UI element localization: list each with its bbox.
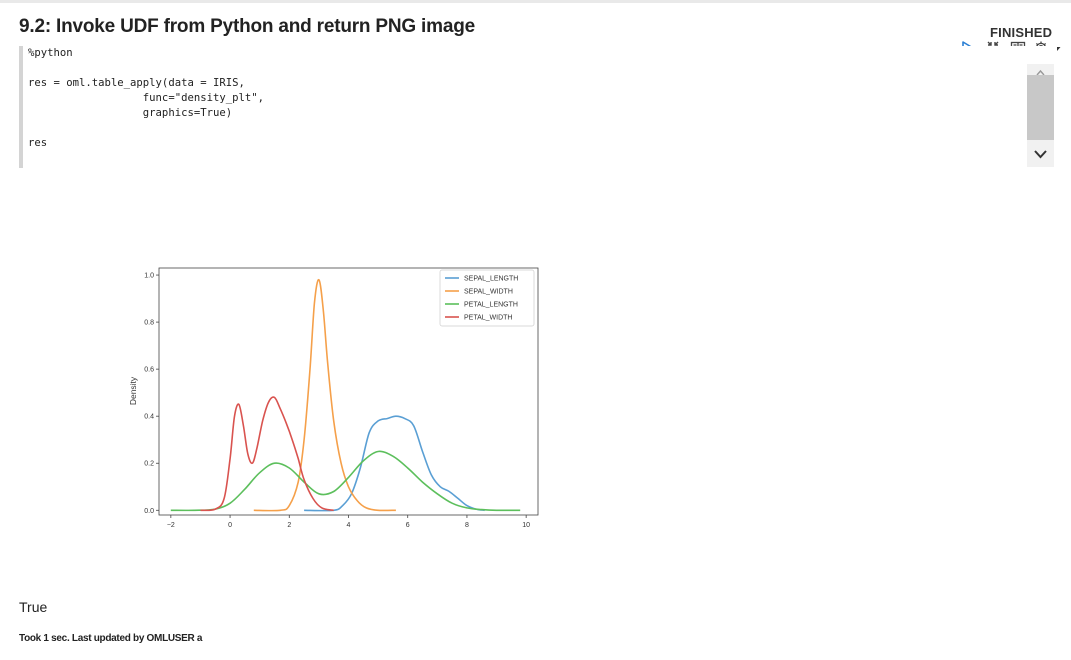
- editor-scrollbar[interactable]: [1027, 64, 1054, 167]
- code-editor[interactable]: %python res = oml.table_apply(data = IRIS…: [19, 46, 1057, 168]
- y-tick-label: 0.2: [144, 461, 154, 468]
- code-content[interactable]: %python res = oml.table_apply(data = IRIS…: [23, 46, 1057, 151]
- legend-label: PETAL_LENGTH: [464, 302, 518, 309]
- code-line: [28, 61, 1057, 76]
- code-line: res = oml.table_apply(data = IRIS,: [28, 77, 245, 89]
- x-tick-label: 2: [287, 522, 291, 529]
- paragraph-title[interactable]: 9.2: Invoke UDF from Python and return P…: [19, 16, 475, 37]
- y-tick-label: 0.4: [144, 414, 154, 421]
- legend-label: PETAL_WIDTH: [464, 315, 513, 322]
- y-tick-label: 1.0: [144, 273, 154, 280]
- x-tick-label: 8: [465, 522, 469, 529]
- code-line: func="density_plt",: [28, 92, 264, 104]
- series-line-petal-width: [200, 396, 334, 512]
- chart-legend: SEPAL_LENGTH SEPAL_WIDTH PETAL_LENGTH PETAL…: [439, 269, 535, 327]
- y-tick-label: 0.0: [144, 508, 154, 515]
- series-line-sepal-length: [304, 415, 485, 512]
- x-tick-label: 4: [347, 522, 351, 529]
- y-tick-label: 0.6: [144, 367, 154, 374]
- scroll-thumb[interactable]: [1027, 75, 1054, 140]
- paragraph-top-border: [0, 0, 1071, 3]
- paragraph-status: FINISHED: [990, 25, 1053, 40]
- x-tick-label: 0: [228, 522, 232, 529]
- code-line: [28, 121, 1057, 136]
- execution-footer: Took 1 sec. Last updated by OMLUSER a: [19, 633, 203, 644]
- scroll-up-icon[interactable]: [1027, 64, 1054, 76]
- legend-label: SEPAL_WIDTH: [464, 289, 513, 296]
- y-axis-label: Density: [128, 376, 138, 405]
- density-plot: −2 0 2 4 6 8 10 0.0 0.2 0.4 0.6 0.8 1.0 Density SEPA…: [128, 267, 539, 529]
- result-output: True: [19, 599, 48, 615]
- density-plot-image: −2 0 2 4 6 8 10 0.0 0.2 0.4 0.6 0.8 1.0 Density SEPA…: [120, 260, 550, 540]
- code-line: %python: [28, 47, 73, 59]
- code-line: graphics=True): [28, 107, 233, 119]
- legend-box: [439, 269, 535, 327]
- x-tick-label: 6: [406, 522, 410, 529]
- scroll-down-icon[interactable]: [1027, 143, 1054, 165]
- x-tick-label: −2: [167, 522, 175, 529]
- x-tick-label: 10: [522, 522, 530, 529]
- code-line: res: [28, 137, 48, 149]
- y-tick-label: 0.8: [144, 320, 154, 327]
- series-line-sepal-width: [253, 278, 396, 512]
- legend-label: SEPAL_LENGTH: [464, 276, 518, 283]
- series-line-petal-length: [170, 450, 521, 512]
